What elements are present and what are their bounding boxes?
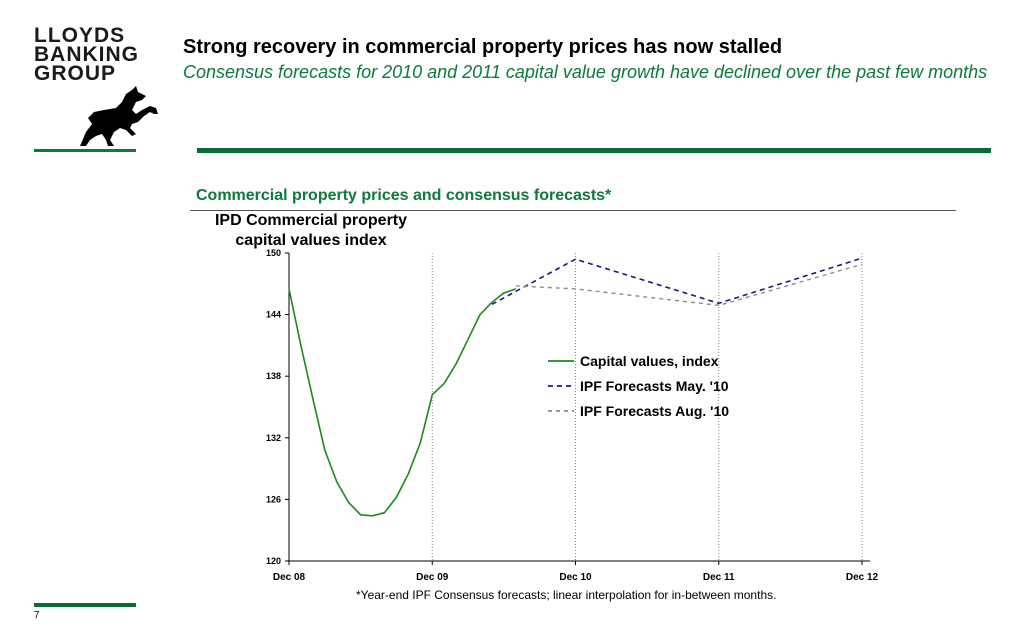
y-tick-label: 138 — [266, 371, 281, 381]
logo-underline — [34, 149, 136, 152]
y-tick-label: 150 — [266, 248, 281, 258]
legend-label: IPF Forecasts Aug. '10 — [580, 403, 729, 419]
y-axis-label: IPD Commercial property capital values i… — [214, 212, 408, 249]
x-tick-label: Dec 08 — [273, 572, 306, 583]
series-line-1 — [288, 288, 517, 517]
page-subtitle: Consensus forecasts for 2010 and 2011 ca… — [183, 62, 988, 82]
series-line-2 — [491, 257, 863, 306]
logo-line-3: GROUP — [34, 62, 117, 85]
x-tick-label: Dec 12 — [846, 572, 879, 583]
page-number: 7 — [34, 610, 40, 621]
footnote: *Year-end IPF Consensus forecasts; linea… — [356, 588, 777, 602]
x-tick-label: Dec 09 — [416, 572, 449, 583]
logo-line-2: BANKING — [34, 43, 139, 66]
legend-label: IPF Forecasts May. '10 — [580, 378, 729, 394]
x-tick-label: Dec 10 — [559, 572, 592, 583]
legend-label: Capital values, index — [580, 353, 719, 369]
header-divider — [197, 148, 991, 153]
chart-title: Commercial property prices and consensus… — [196, 187, 612, 204]
footer-divider — [34, 603, 136, 607]
y-tick-label: 126 — [266, 494, 281, 504]
x-tick-label: Dec 11 — [703, 572, 735, 583]
page-title: Strong recovery in commercial property p… — [183, 36, 783, 58]
chart-title-divider — [190, 210, 956, 211]
y-tick-label: 132 — [266, 433, 281, 443]
logo-wordmark: LLOYDS BANKING GROUP — [34, 24, 154, 85]
y-tick-label: 120 — [266, 556, 281, 566]
black-horse-icon — [80, 86, 158, 146]
series-line-3 — [515, 263, 863, 307]
logo-line-1: LLOYDS — [34, 24, 126, 47]
y-tick-label: 144 — [266, 310, 281, 320]
